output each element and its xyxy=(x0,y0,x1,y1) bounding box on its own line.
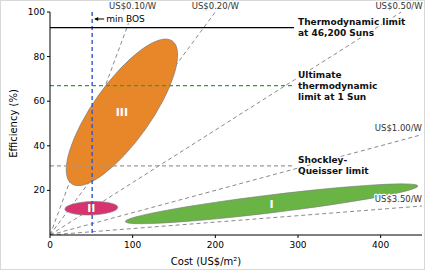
x-tick xyxy=(298,235,299,238)
background xyxy=(1,1,425,270)
y-tick-label: 20 xyxy=(34,185,46,195)
y-tick xyxy=(47,56,50,57)
y-tick xyxy=(47,12,50,13)
iso-cost-label: US$0.10/W xyxy=(109,1,157,11)
y-axis xyxy=(50,12,51,235)
limit-label: thermodynamic xyxy=(298,81,377,91)
y-tick xyxy=(47,101,50,102)
x-tick-label: 0 xyxy=(47,240,53,250)
x-tick-label: 300 xyxy=(289,240,306,250)
x-tick xyxy=(215,235,216,238)
iso-cost-label: US$3.50/W xyxy=(375,194,423,204)
plot-area xyxy=(50,12,422,235)
y-tick-label: 80 xyxy=(34,52,46,62)
x-tick-label: 200 xyxy=(207,240,224,250)
min-bos-label: min BOS xyxy=(106,14,145,24)
region-ellipse xyxy=(65,201,118,216)
y-tick xyxy=(47,145,50,146)
chart: 0 100 200 300 400 20 40 60 80 100 Cost (US$/m²) Eff… xyxy=(0,0,425,270)
limit-label: Ultimate xyxy=(298,70,342,80)
x-axis xyxy=(50,235,422,236)
x-tick-label: 400 xyxy=(372,240,389,250)
x-axis-title: Cost (US$/m²) xyxy=(171,256,241,267)
region-label: II xyxy=(87,202,95,215)
limit-line xyxy=(50,165,294,166)
limit-label: limit at 1 Sun xyxy=(298,92,366,102)
region-label: I xyxy=(269,198,273,211)
region-ellipse xyxy=(50,24,196,200)
min-bos-arrowhead xyxy=(94,17,98,21)
iso-cost-label: US$1.00/W xyxy=(375,123,423,133)
x-tick-label: 100 xyxy=(124,240,141,250)
limit-line xyxy=(50,85,294,86)
x-tick xyxy=(132,235,133,238)
y-tick-label: 100 xyxy=(28,7,45,17)
region-label: III xyxy=(116,106,128,119)
y-tick xyxy=(47,190,50,191)
y-axis-title: Efficiency (%) xyxy=(8,89,19,158)
limit-line xyxy=(50,27,294,28)
iso-cost-label: US$0.20/W xyxy=(192,1,240,11)
x-tick xyxy=(50,235,51,238)
limit-label: at 46,200 Suns xyxy=(298,28,374,38)
limit-label: Shockley- xyxy=(298,155,347,165)
y-tick-label: 60 xyxy=(34,96,46,106)
y-tick-label: 40 xyxy=(34,141,46,151)
iso-cost-label: US$0.50/W xyxy=(375,1,423,11)
limit-label: Thermodynamic limit xyxy=(298,17,406,27)
x-tick xyxy=(380,235,381,238)
limit-label: Queisser limit xyxy=(298,166,369,176)
